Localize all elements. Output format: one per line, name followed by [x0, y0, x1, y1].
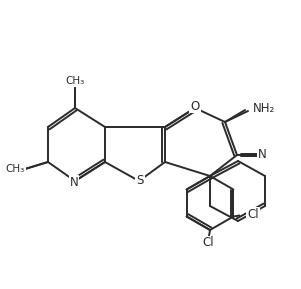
- Text: Cl: Cl: [247, 208, 259, 221]
- Text: N: N: [258, 149, 266, 162]
- Text: N: N: [70, 175, 78, 188]
- Text: O: O: [190, 99, 200, 112]
- Text: Cl: Cl: [202, 236, 214, 249]
- Text: CH₃: CH₃: [6, 164, 25, 174]
- Text: S: S: [136, 175, 144, 188]
- Text: CH₃: CH₃: [65, 76, 85, 86]
- Text: NH₂: NH₂: [253, 101, 275, 114]
